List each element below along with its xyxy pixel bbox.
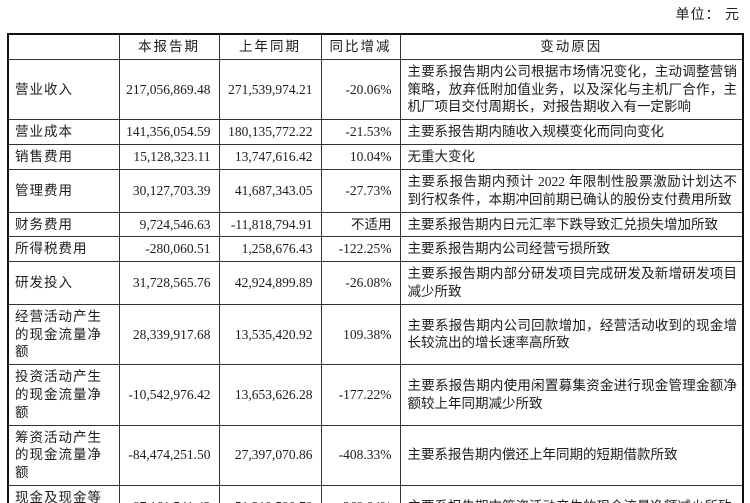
col-header-prior-period: 上年同期 — [218, 33, 322, 60]
table-row: 筹资活动产生的现金流量净额 -84,474,251.50 27,397,070.86… — [7, 424, 744, 487]
current-period-value: 9,724,546.63 — [118, 211, 220, 238]
row-label: 管理费用 — [7, 168, 120, 213]
change-reason: 主要系报告期内日元汇率下跌导致汇兑损失增加所致 — [399, 211, 744, 238]
yoy-change-value: -408.33% — [320, 424, 401, 487]
change-reason: 主要系报告期内部分研发项目完成研发及新增研发项目减少所致 — [399, 261, 744, 305]
change-reason: 无重大变化 — [399, 144, 744, 170]
change-reason: 主要系报告期内公司回款增加，经营活动收到的现金增长较流出的增长速率高所致 — [399, 303, 744, 366]
current-period-value: -84,474,251.50 — [118, 424, 220, 487]
table-header: 本报告期 上年同期 同比增减 变动原因 — [7, 33, 744, 60]
col-header-change-reason: 变动原因 — [399, 33, 744, 60]
report-table-body: 营业收入 217,056,869.48 271,539,974.21 -20.06% 主… — [7, 58, 744, 503]
yoy-change-value: -26.08% — [320, 261, 401, 305]
row-label: 所得税费用 — [7, 236, 120, 263]
table-row: 研发投入 31,728,565.76 42,924,899.89 -26.08% 主要系… — [7, 261, 744, 305]
table-row: 经营活动产生的现金流量净额 28,339,917.68 13,535,420.92 1… — [7, 303, 744, 366]
row-label: 经营活动产生的现金流量净额 — [7, 303, 120, 366]
current-period-value: 28,339,917.68 — [118, 303, 220, 366]
row-label: 营业成本 — [7, 119, 120, 146]
table-row: 营业成本 141,356,054.59 180,135,772.22 -21.53% 主… — [7, 119, 744, 146]
change-reason: 主要系报告期内公司根据市场情况变化，主动调整营销策略，放弃低附加值业务，以及深化… — [399, 58, 744, 121]
col-header-blank — [7, 33, 120, 60]
current-period-value: -87,161,541.43 — [118, 485, 220, 503]
yoy-change-value: -20.06% — [320, 58, 401, 121]
change-reason: 主要系报告期内筹资活动产生的现金流量净额减少所致 — [399, 485, 744, 503]
change-reason: 主要系报告期内使用闲置募集资金进行现金管理金额净额较上年同期减少所致 — [399, 364, 744, 426]
yoy-change-value: 不适用 — [320, 211, 401, 238]
unit-note: 单位： 元 — [675, 8, 740, 23]
table-row: 管理费用 30,127,703.39 41,687,343.05 -27.73% 主要系… — [7, 168, 744, 213]
current-period-value: -280,060.51 — [118, 236, 220, 263]
yoy-change-value: 109.38% — [320, 303, 401, 366]
current-period-value: 217,056,869.48 — [118, 58, 220, 121]
row-label: 筹资活动产生的现金流量净额 — [7, 424, 120, 487]
header-row: 本报告期 上年同期 同比增减 变动原因 — [7, 33, 744, 60]
prior-period-value: 41,687,343.05 — [218, 168, 322, 213]
row-label: 研发投入 — [7, 261, 120, 305]
change-reason: 主要系报告期内偿还上年同期的短期借款所致 — [399, 424, 744, 487]
prior-period-value: 13,747,616.42 — [218, 144, 322, 170]
table-row: 财务费用 9,724,546.63 -11,818,794.91 不适用 主要系报告期内… — [7, 211, 744, 238]
yoy-change-value: -21.53% — [320, 119, 401, 146]
yoy-change-value: -27.73% — [320, 168, 401, 213]
row-label: 现金及现金等价物净增加额 — [7, 485, 120, 503]
current-period-value: 141,356,054.59 — [118, 119, 220, 146]
change-reason: 主要系报告期内随收入规模变化而同向变化 — [399, 119, 744, 146]
yoy-change-value: -269.84% — [320, 485, 401, 503]
prior-period-value: 51,319,590.70 — [218, 485, 322, 503]
current-period-value: 30,127,703.39 — [118, 168, 220, 213]
col-header-yoy-change: 同比增减 — [320, 33, 401, 60]
current-period-value: -10,542,976.42 — [118, 364, 220, 426]
row-label: 营业收入 — [7, 58, 120, 121]
prior-period-value: 13,653,626.28 — [218, 364, 322, 426]
prior-period-value: 271,539,974.21 — [218, 58, 322, 121]
prior-period-value: 42,924,899.89 — [218, 261, 322, 305]
table-row: 投资活动产生的现金流量净额 -10,542,976.42 13,653,626.28… — [7, 364, 744, 426]
row-label: 财务费用 — [7, 211, 120, 238]
yoy-change-value: 10.04% — [320, 144, 401, 170]
yoy-change-value: -177.22% — [320, 364, 401, 426]
prior-period-value: 13,535,420.92 — [218, 303, 322, 366]
prior-period-value: -11,818,794.91 — [218, 211, 322, 238]
prior-period-value: 1,258,676.43 — [218, 236, 322, 263]
yoy-change-value: -122.25% — [320, 236, 401, 263]
row-label: 销售费用 — [7, 144, 120, 170]
table-row: 销售费用 15,128,323.11 13,747,616.42 10.04% 无重大变… — [7, 144, 744, 170]
table-row: 营业收入 217,056,869.48 271,539,974.21 -20.06% 主… — [7, 58, 744, 121]
current-period-value: 15,128,323.11 — [118, 144, 220, 170]
table-row: 现金及现金等价物净增加额-87,161,541.4351,319,590.70-… — [7, 485, 744, 503]
current-period-value: 31,728,565.76 — [118, 261, 220, 305]
financial-changes-table: 本报告期 上年同期 同比增减 变动原因 营业收入 217,056,869.48 271,5… — [7, 33, 744, 503]
prior-period-value: 180,135,772.22 — [218, 119, 322, 146]
change-reason: 主要系报告期内公司经营亏损所致 — [399, 236, 744, 263]
col-header-current-period: 本报告期 — [118, 33, 220, 60]
prior-period-value: 27,397,070.86 — [218, 424, 322, 487]
change-reason: 主要系报告期内预计 2022 年限制性股票激励计划达不到行权条件，本期冲回前期已… — [399, 168, 744, 213]
table-row: 所得税费用 -280,060.51 1,258,676.43 -122.25% 主要系报… — [7, 236, 744, 263]
row-label: 投资活动产生的现金流量净额 — [7, 364, 120, 426]
